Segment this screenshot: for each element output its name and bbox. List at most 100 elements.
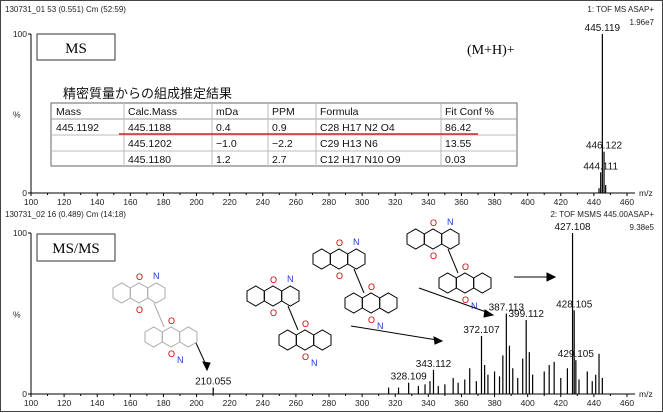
ms-x-tick-label: 460 [620,197,634,207]
msms-axes: 100 120 140 160 180 200 220 240 260 280 300 320 340 3… [13,222,653,408]
table-header-cell: Mass [56,106,81,118]
table-cell: 445.1192 [56,122,99,134]
msms-peak-label: 387.113 [489,303,525,314]
ms-x-tick-label: 360 [454,197,468,207]
ms-x-tick-label: 300 [355,197,369,207]
ms-y-tick-label: 100 [13,29,27,39]
msms-header-right: 2: TOF MSMS 445.00ASAP+ [550,210,654,219]
oxygen-label: O [462,295,469,305]
ring [179,326,198,348]
nitrogen-label: N [471,301,478,311]
msms-y-tick-label: 0 [22,389,27,399]
ms-x-tick-label: 120 [57,197,71,207]
oxygen-label: O [336,271,343,281]
msms-peak-label: 372.107 [463,325,500,336]
ring [281,285,300,307]
oxygen-label: O [336,238,343,248]
ms-x-tick-label: 100 [24,197,38,207]
table-cell: 2.7 [272,154,287,166]
ring [379,292,398,314]
ms-x-tick-label: 400 [521,197,535,207]
msms-x-tick-label: 140 [90,398,104,408]
table-cell: 445.1188 [128,122,171,134]
ms-header-left: 130731_01 53 (0.551) Cm (52:59) [5,5,126,14]
ms-x-tick-label: 180 [156,197,170,207]
nitrogen-label: N [377,321,384,331]
table-cell: −2.2 [272,138,293,150]
fragment-arrows [195,272,557,372]
bond [153,302,165,328]
table-cell: 445.1180 [128,154,171,166]
ms-intensity: 1.96e7 [630,18,655,27]
ms-x-tick-label: 200 [189,197,203,207]
ring [441,228,460,250]
table-header-cell: PPM [272,106,295,118]
ring [313,329,332,351]
oxygen-label: O [302,319,309,329]
ring [278,329,297,351]
oxygen-label: O [270,275,277,285]
ms-x-tick-label: 340 [421,197,435,207]
ring [438,272,457,294]
msms-peak-label: 427.108 [554,222,591,233]
ring [144,326,163,348]
ms-xlabel: m/z [639,188,653,198]
table-cell: C28 H17 N2 O4 [320,122,395,134]
msms-peak-label: 210.055 [195,377,232,388]
msms-xlabel: m/z [639,389,653,399]
oxygen-label: O [168,316,175,326]
nitrogen-label: N [353,237,360,247]
table-cell: 445.1202 [128,138,172,150]
oxygen-label: O [368,315,375,325]
table-caption: 精密質量からの組成推定結果 [63,86,232,101]
msms-peak-label: 328.109 [391,372,428,383]
ms-x-tick-label: 440 [587,197,601,207]
msms-x-tick-label: 160 [123,398,137,408]
oxygen-label: O [270,308,277,318]
ms-x-tick-label: 420 [554,197,568,207]
ring [423,228,443,250]
msms-peak-label: 428.105 [556,299,593,310]
table-header-cell: Formula [320,106,359,118]
msms-x-tick-label: 200 [189,398,203,408]
ms-x-tick-label: 320 [388,197,402,207]
msms-x-tick-label: 100 [24,398,38,408]
ring [329,248,349,270]
ms-label-box [36,33,116,61]
ms-x-tick-label: 280 [322,197,336,207]
ms-axes: 100 120 140 160 180 200 220 240 260 280 300 320 340 3… [13,23,653,207]
oxygen-label: O [136,305,143,315]
nitrogen-label: N [447,217,454,227]
table-cell: 86.42 [445,122,471,134]
ring [347,248,366,270]
ring [455,272,475,294]
msms-header-left: 130731_02 16 (0.489) Cm (14:18) [5,210,126,219]
bond [447,248,459,274]
nitrogen-label: N [287,274,294,284]
msms-x-tick-label: 120 [57,398,71,408]
nitrogen-label: N [177,355,184,365]
msms-intensity: 9.38e5 [630,223,655,232]
ms-x-tick-label: 220 [223,197,237,207]
nitrogen-label: N [311,358,318,368]
msms-x-tick-label: 360 [454,398,468,408]
msms-y-tick-label: 100 [13,228,27,238]
ms-x-tick-label: 140 [90,197,104,207]
oxygen-label: O [368,282,375,292]
ms-header-right: 1: TOF MS ASAP+ [587,5,654,14]
ring [344,292,363,314]
oxygen-label: O [302,352,309,362]
ring [112,282,131,304]
table-cell: 1.2 [216,154,231,166]
msms-x-tick-label: 180 [156,398,170,408]
ms-y-tick-label: 0 [22,188,27,198]
table-header-cell: Fit Conf % [445,106,494,118]
msms-x-tick-label: 320 [388,398,402,408]
table-cell: 0.4 [216,122,231,134]
msms-x-tick-label: 440 [587,398,601,408]
